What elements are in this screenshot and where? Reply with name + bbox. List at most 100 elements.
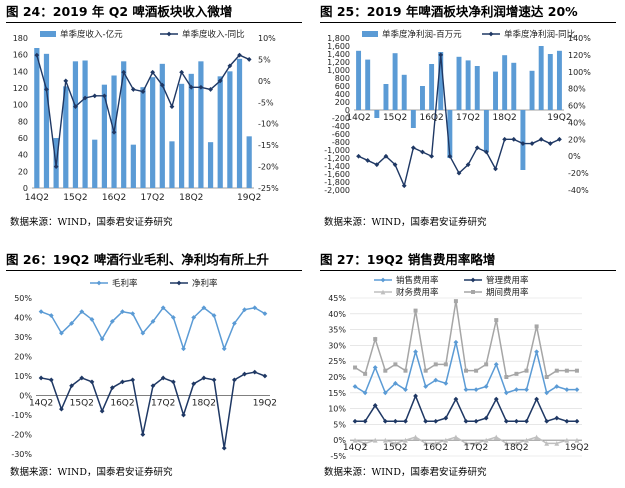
line-point: [453, 396, 459, 402]
bar: [150, 77, 156, 188]
line-point: [574, 387, 580, 393]
source-note: 数据来源：WIND，国泰君安证券研究: [324, 217, 487, 228]
x-tick-label: 16Q2: [102, 193, 126, 203]
legend-marker: [488, 31, 494, 37]
line-point: [514, 418, 519, 424]
x-tick-label: 18Q2: [504, 443, 528, 453]
line-point: [140, 89, 146, 94]
x-tick-label: 14Q2: [25, 193, 49, 203]
y-right-tick-label: -15%: [258, 141, 279, 150]
y-left-tick-label: -1,800: [324, 178, 350, 187]
line-point: [403, 387, 408, 393]
series-line: [40, 306, 266, 352]
bar: [420, 86, 425, 110]
line-point: [101, 93, 107, 99]
line-point: [554, 368, 559, 373]
line-point: [69, 320, 75, 326]
line-point: [130, 377, 136, 383]
line-point: [544, 418, 550, 424]
line-point: [191, 381, 197, 387]
bar: [556, 50, 562, 110]
line-point: [372, 365, 378, 370]
y-left-tick-label: 1,200: [327, 58, 350, 67]
y-tick-label: 45%: [328, 294, 346, 303]
bar: [456, 56, 462, 110]
y-tick-label: -30%: [11, 450, 32, 459]
line-point: [574, 418, 580, 424]
line-point: [201, 375, 207, 381]
source-note: 数据来源：WIND，国泰君安证券研究: [10, 467, 173, 478]
chart-title: 图 26：19Q2 啤酒行业毛利、净利均有所上升: [6, 250, 302, 271]
y-left-tick-label: -2,000: [324, 186, 350, 195]
line-point: [423, 368, 428, 373]
line-point: [443, 437, 449, 443]
line-point: [564, 368, 569, 373]
line-point: [511, 136, 517, 142]
line-point: [483, 415, 489, 421]
x-tick-label: 17Q2: [456, 113, 480, 123]
line-point: [574, 368, 579, 373]
line-point: [420, 149, 425, 155]
bar: [438, 52, 444, 110]
line-point: [392, 418, 398, 424]
bar: [447, 110, 453, 158]
series-line: [354, 301, 577, 379]
line-point: [503, 418, 509, 424]
line-point: [463, 440, 469, 446]
line-point: [111, 129, 117, 135]
bar: [179, 83, 185, 188]
line-point: [130, 87, 136, 92]
bar: [217, 76, 223, 188]
y-left-tick-label: 600: [335, 82, 350, 91]
line-point: [372, 437, 378, 443]
line-point: [403, 368, 408, 373]
line-point: [524, 387, 529, 393]
x-tick-label: 14Q2: [29, 399, 53, 409]
line-point: [403, 437, 408, 443]
bar: [92, 139, 98, 188]
line-point: [504, 375, 509, 379]
legend-marker: [470, 277, 476, 283]
x-tick-label: 14Q2: [346, 113, 370, 123]
source-note: 数据来源：WIND，国泰君安证券研究: [324, 467, 487, 478]
line-point: [392, 162, 398, 168]
y-left-tick-label: -800: [332, 138, 350, 147]
line-point: [393, 362, 398, 367]
line-point: [474, 145, 480, 151]
line-point: [352, 437, 358, 443]
bar: [101, 84, 107, 188]
line-point: [79, 375, 85, 381]
line-point: [410, 145, 416, 151]
y-tick-label: -10%: [11, 411, 32, 420]
source-note: 数据来源：WIND，国泰君安证券研究: [10, 217, 173, 228]
line-point: [130, 311, 136, 316]
panel-fig24: 图 24：2019 年 Q2 啤酒板块收入微增 0 20 40 60 80 100 120 1…: [0, 0, 302, 240]
y-left-tick-label: -1,400: [324, 162, 350, 171]
y-tick-label: 50%: [14, 294, 32, 303]
x-tick-label: 16Q2: [110, 399, 134, 409]
bar: [392, 53, 398, 110]
y-left-tick-label: 400: [335, 90, 350, 99]
line-point: [429, 153, 435, 159]
y-tick-label: 0%: [333, 436, 346, 445]
y-tick-label: -5%: [330, 452, 346, 461]
line-point: [538, 136, 544, 142]
legend-label: 单季度净利润-百万元: [382, 29, 462, 40]
legend-label: 期间费用率: [486, 287, 529, 298]
y-right-tick-label: 40%: [568, 118, 586, 127]
line-point: [140, 432, 146, 437]
line-point: [473, 440, 479, 446]
line-point: [89, 317, 95, 322]
line-point: [352, 418, 358, 424]
x-tick-label: 19Q2: [547, 113, 571, 123]
y-left-tick-label: -400: [332, 122, 350, 131]
line-point: [188, 84, 194, 90]
line-point: [413, 393, 418, 399]
y-right-tick-label: 100%: [568, 68, 591, 77]
line-point: [423, 418, 429, 424]
y-left-tick-label: 200: [335, 98, 350, 107]
line-point: [544, 440, 550, 446]
y-left-tick-label: 1,000: [327, 66, 350, 75]
y-right-tick-label: -20%: [568, 169, 589, 178]
line-point: [99, 336, 105, 342]
